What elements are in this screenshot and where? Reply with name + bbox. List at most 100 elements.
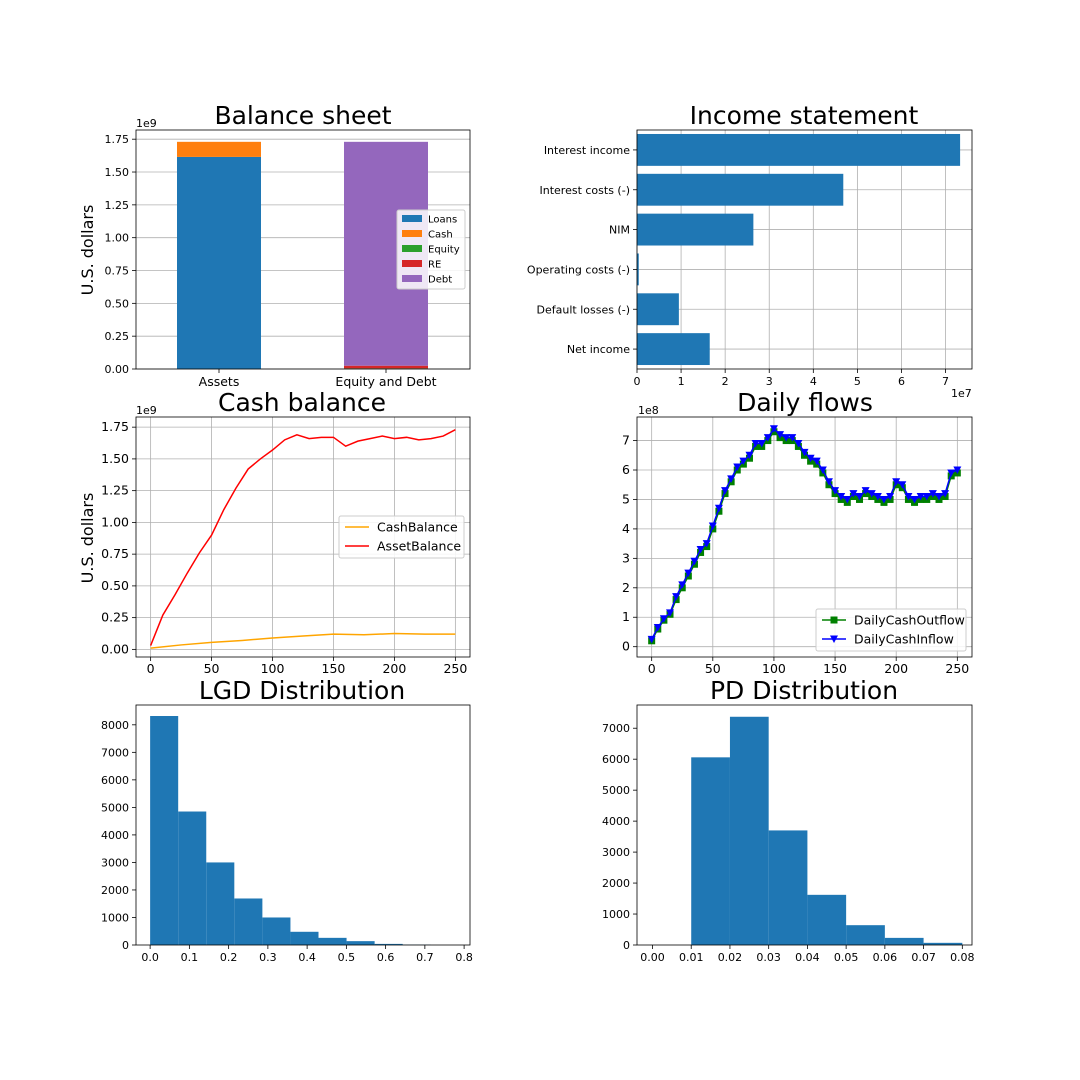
cash-ytick-label-7: 1.75: [101, 419, 129, 434]
flows-legend-marker-0: [830, 616, 838, 624]
flows-inflow-marker-17: [751, 440, 760, 448]
lgd-bar-3: [234, 898, 263, 945]
cash-xtick-label-2: 100: [261, 661, 285, 676]
cash-xtick-label-3: 150: [322, 661, 346, 676]
income-xtick-label-2: 2: [722, 375, 729, 388]
lgd-xtick-label-7: 0.7: [416, 951, 434, 964]
income-frame: [636, 129, 973, 370]
flows-inflow-marker-35: [861, 487, 870, 495]
cash-ytick-label-1: 0.25: [101, 610, 129, 625]
income-xtick-label-0: 0: [634, 375, 641, 388]
cash-series-cashbalance: [150, 632, 456, 649]
flows-ytick-label-5: 5: [622, 491, 630, 506]
flows-inflow-marker-24: [794, 440, 803, 448]
flows-xtick-label-3: 150: [823, 661, 847, 676]
flows-legend-label-0: DailyCashOutflow: [854, 613, 965, 628]
income-bar-1: [637, 173, 844, 206]
income-statement-chart: 0 1 2 3 4 5 6 7 Interest income Interest costs (-…: [527, 129, 973, 388]
flows-inflow-marker-46: [928, 490, 937, 498]
pd-bar-2: [729, 716, 769, 945]
flows-inflow-marker-31: [837, 493, 846, 501]
balance-sheet-chart: 0.00 0.25 0.50 0.75 1.00 1.25 1.50 1.75 Assets Eq…: [105, 129, 471, 389]
pd-ytick-label-3: 3000: [602, 846, 630, 859]
flows-inflow-marker-12: [721, 487, 730, 495]
lgd-xtick-label-3: 0.3: [259, 951, 277, 964]
daily-flows-chart: 0 50 100 150 200 250 0 1 2 3 4 5 6 7 DailyCashOutflow D…: [622, 416, 973, 676]
flows-inflow-marker-9: [702, 540, 711, 548]
lgd-ytick-label-1: 1000: [101, 911, 129, 924]
flows-inflow-marker-44: [916, 493, 925, 501]
pd-xtick-label-2: 0.02: [718, 951, 743, 964]
flows-inflow-marker-15: [739, 457, 748, 466]
pd-ytick-label-0: 0: [623, 939, 630, 952]
flows-ytick-label-4: 4: [622, 521, 630, 536]
income-title: Income statement: [690, 101, 919, 130]
income-xtick-label-3: 3: [766, 375, 773, 388]
balance-ytick-label-1: 0.25: [105, 330, 130, 343]
balance-legend-label-loans: Loans: [428, 215, 457, 226]
flows-inflow-marker-34: [855, 493, 864, 501]
income-exponent: 1e7: [951, 387, 972, 400]
pd-title: PD Distribution: [710, 676, 898, 705]
income-bar-2: [637, 213, 754, 246]
balance-ylabel: U.S. dollars: [78, 205, 97, 296]
cash-ylabel: U.S. dollars: [78, 493, 97, 584]
flows-title: Daily flows: [737, 388, 873, 417]
flows-xtick-label-4: 200: [884, 661, 908, 676]
pd-ytick-label-1: 1000: [602, 908, 630, 921]
pd-xtick-label-1: 0.01: [679, 951, 704, 964]
cash-ytick-label-5: 1.25: [101, 483, 129, 498]
pd-xtick-label-5: 0.05: [834, 951, 859, 964]
balance-bar-re: [344, 365, 428, 369]
flows-ytick-label-1: 1: [622, 609, 630, 624]
flows-legend-marker-1: [830, 635, 838, 643]
pd-xtick-label-4: 0.04: [795, 951, 820, 964]
cash-frame: [135, 416, 471, 658]
flows-inflow-marker-49: [947, 469, 956, 477]
flows-inflow-marker-8: [696, 546, 705, 554]
flows-inflow-marker-25: [800, 448, 809, 457]
flows-inflow-marker-6: [684, 569, 693, 578]
flows-inflow-marker-40: [892, 478, 901, 486]
flows-inflow-marker-22: [782, 434, 791, 442]
flows-inflow-marker-3: [666, 609, 675, 617]
balance-ytick-label-3: 0.75: [105, 265, 130, 278]
pd-bar-5: [846, 925, 885, 945]
flows-inflow-marker-7: [690, 557, 699, 566]
balance-bar-cash: [177, 141, 261, 157]
income-bar-5: [637, 333, 710, 366]
balance-legend-swatch-loans: [402, 215, 422, 222]
balance-ytick-label-6: 1.50: [105, 166, 130, 179]
lgd-bar-1: [178, 811, 207, 945]
pd-xtick-label-0: 0.00: [640, 951, 665, 964]
flows-inflow-marker-4: [672, 593, 681, 601]
pd-xtick-label-7: 0.07: [911, 951, 936, 964]
income-ytick-label-4: Default losses (-): [537, 303, 630, 316]
flows-inflow-marker-20: [769, 425, 778, 433]
flows-legend-label-1: DailyCashInflow: [854, 632, 954, 647]
income-xtick-label-6: 6: [898, 375, 905, 388]
flows-ytick-label-2: 2: [622, 580, 630, 595]
flows-inflow-marker-1: [653, 624, 662, 632]
cash-xtick-label-0: 0: [147, 661, 155, 676]
lgd-xtick-label-2: 0.2: [220, 951, 238, 964]
balance-xtick-label-0: Assets: [199, 374, 240, 389]
income-xtick-label-1: 1: [678, 375, 685, 388]
cash-xtick-label-1: 50: [204, 661, 220, 676]
income-ytick-label-0: Interest income: [544, 144, 630, 157]
cash-exponent: 1e9: [136, 404, 157, 417]
flows-inflow-marker-45: [922, 493, 931, 501]
flows-inflow-marker-39: [886, 493, 895, 501]
lgd-ytick-label-6: 6000: [101, 774, 129, 787]
income-bar-0: [637, 133, 961, 166]
lgd-ytick-label-7: 7000: [101, 746, 129, 759]
flows-inflow-marker-32: [843, 495, 852, 504]
lgd-xtick-label-5: 0.5: [338, 951, 356, 964]
cash-xtick-label-4: 200: [382, 661, 406, 676]
flows-inflow-marker-42: [904, 493, 913, 501]
flows-inflow-marker-48: [941, 490, 950, 498]
lgd-bar-7: [346, 941, 375, 945]
cash-title: Cash balance: [218, 388, 386, 417]
pd-xtick-label-3: 0.03: [756, 951, 781, 964]
pd-ytick-label-7: 7000: [602, 722, 630, 735]
